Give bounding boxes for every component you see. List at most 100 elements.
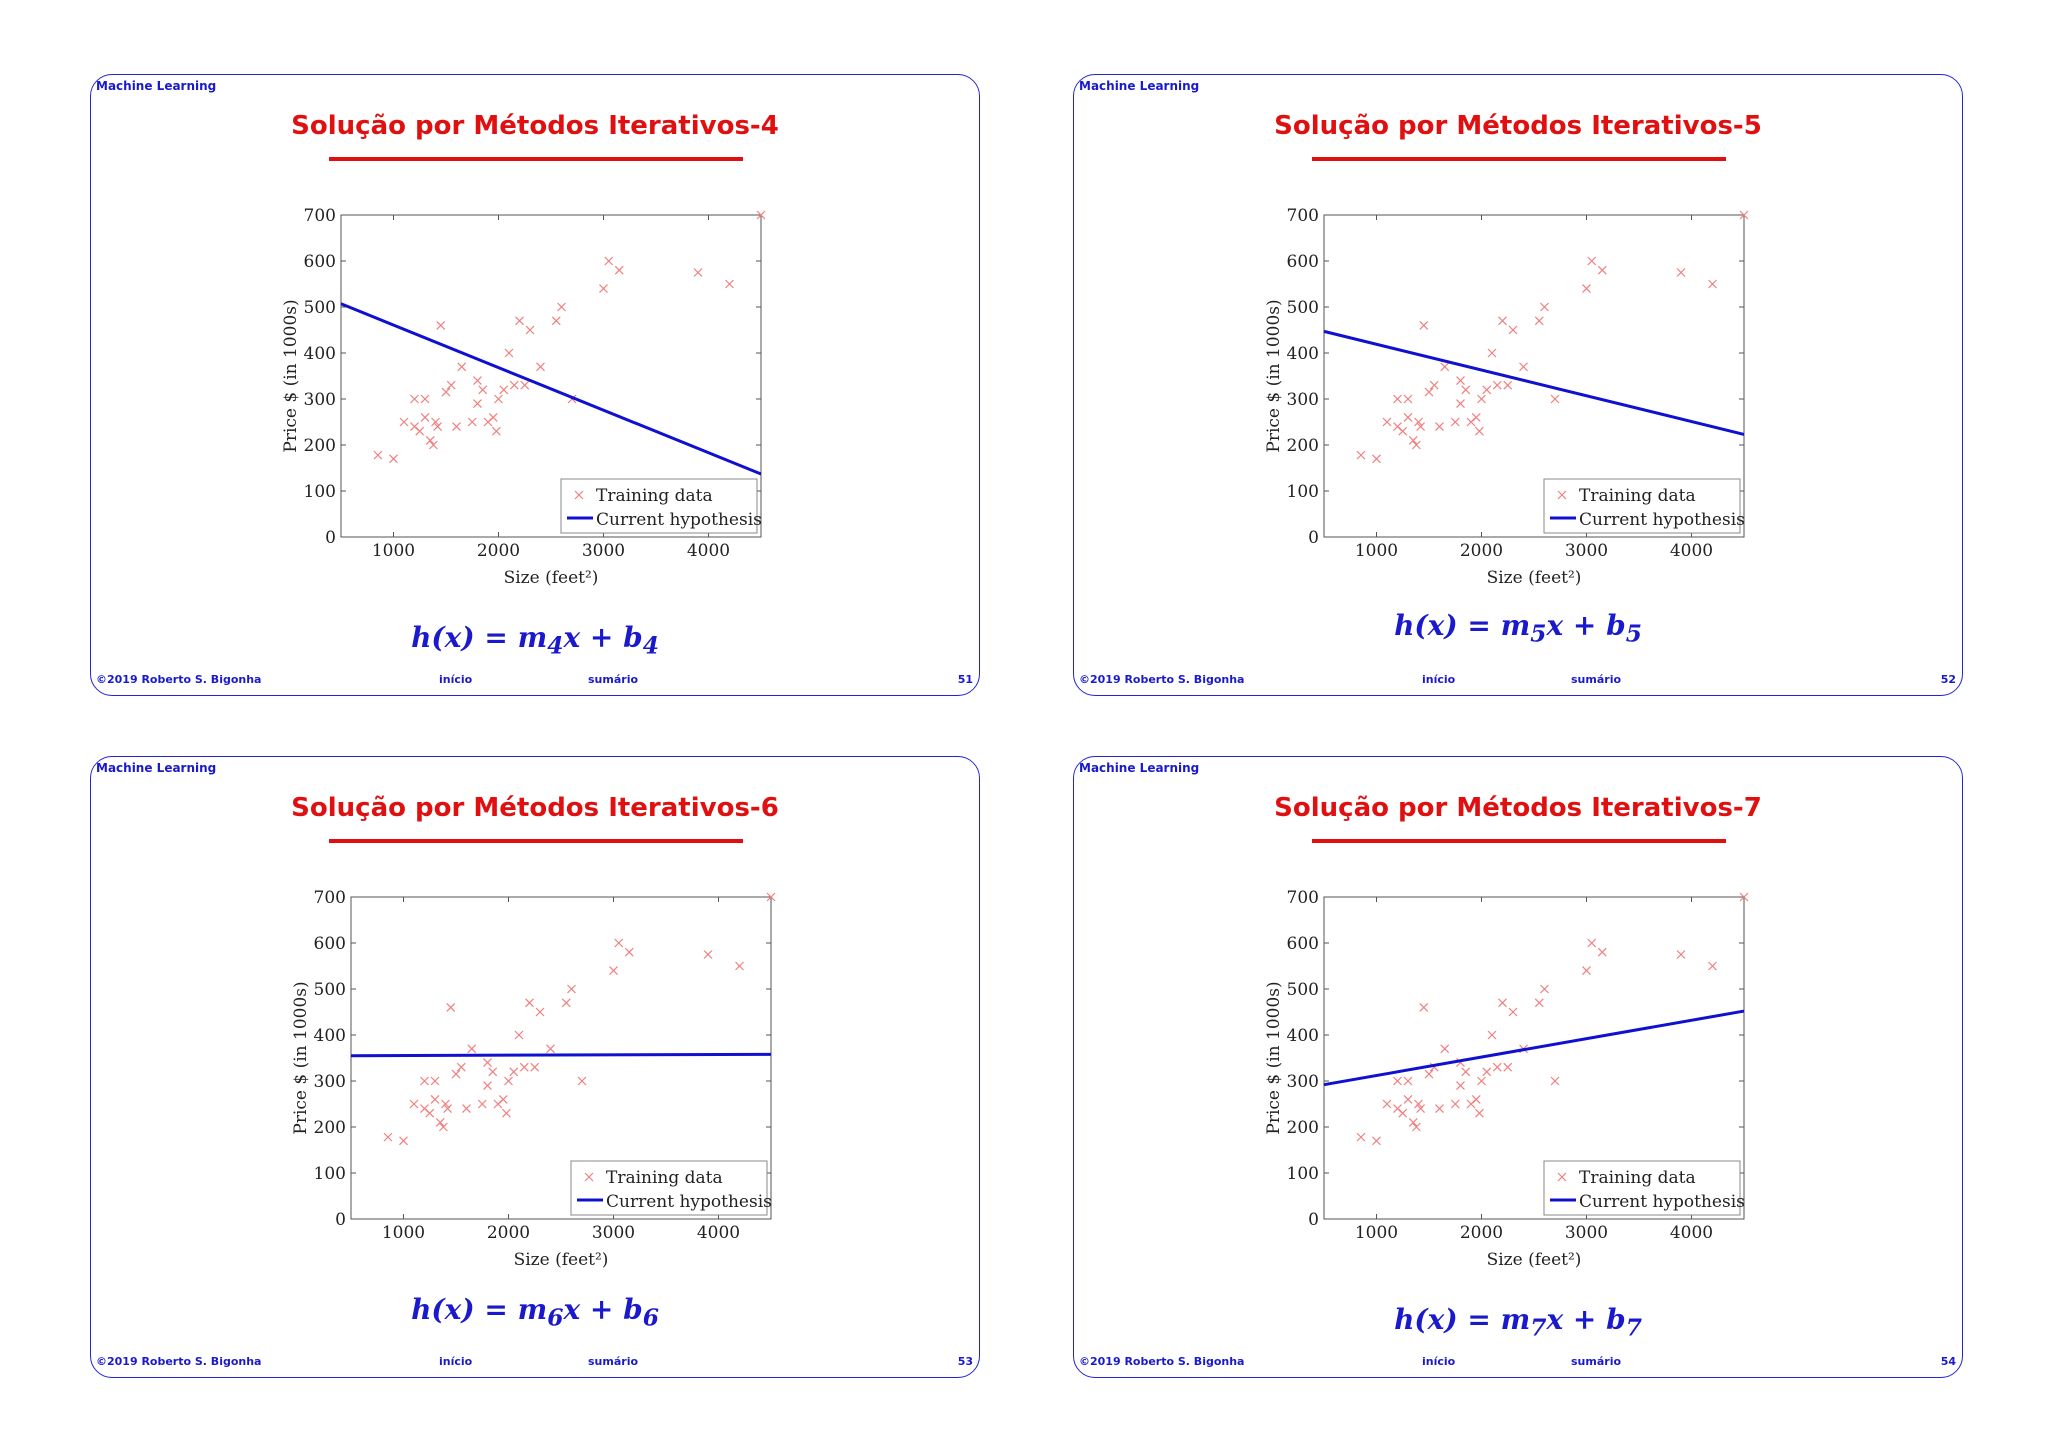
y-tick-label: 200: [314, 1118, 346, 1138]
training-data-point: [1477, 1076, 1486, 1086]
legend-box: [570, 1160, 768, 1216]
training-data-point: [1461, 1067, 1471, 1077]
training-data-point: [1540, 984, 1549, 994]
training-data-point: [501, 1108, 511, 1118]
y-tick-label: 200: [304, 436, 336, 456]
slide-header: Machine Learning: [96, 79, 217, 93]
training-data-point: [1676, 950, 1686, 959]
footer-sumario-link[interactable]: sumário: [1571, 1355, 1622, 1368]
slide-title: Solução por Métodos Iterativos-4: [291, 111, 779, 141]
hypothesis-line: [1323, 1009, 1745, 1087]
training-data-point: [1487, 1030, 1497, 1040]
formula-prefix: h(x) = m: [1394, 609, 1531, 642]
training-data-point: [1519, 362, 1528, 372]
chart: 1000 2000 3000 4000 0 100 200 300 400 500 600 700 Si…: [261, 195, 766, 609]
y-tick-label: 400: [1287, 344, 1319, 364]
training-data-point: [551, 316, 561, 326]
training-data-point: [456, 1062, 466, 1072]
hypothesis-formula: h(x) = m7x + b7: [1074, 1303, 1962, 1342]
training-data-point: [435, 1117, 445, 1127]
chart-svg: 1000 2000 3000 4000 0 100 200 300 400 500 600 700 Si…: [281, 206, 766, 588]
x-axis-label: Size (feet²): [1487, 568, 1582, 588]
training-data-point: [1534, 998, 1544, 1008]
training-data-point: [1424, 387, 1434, 397]
slide-52: Machine Learning Solução por Métodos Ite…: [1073, 74, 1963, 696]
y-axis-label: Price $ (in 1000s): [1264, 299, 1284, 452]
training-data-point: [1498, 316, 1507, 326]
training-data-point: [467, 1044, 477, 1054]
training-data-point: [420, 412, 430, 422]
formula-prefix: h(x) = m: [411, 621, 548, 654]
title-underline: [329, 839, 743, 843]
footer-inicio-link[interactable]: início: [439, 1355, 473, 1368]
training-data-point: [1440, 1044, 1450, 1054]
training-data-point: [519, 1062, 529, 1072]
y-tick-label: 0: [1308, 1210, 1319, 1230]
x-tick-label: 3000: [592, 1223, 635, 1243]
formula-b-subscript: 7: [1625, 1313, 1642, 1342]
training-data-point: [614, 938, 624, 948]
y-tick-label: 500: [314, 980, 346, 1000]
training-data-point: [1440, 362, 1450, 372]
x-tick-label: 2000: [487, 1223, 530, 1243]
hypothesis-line: [340, 302, 762, 476]
legend-label-hypothesis: Current hypothesis: [1579, 1192, 1745, 1212]
legend-box: [560, 478, 758, 534]
footer-sumario-link[interactable]: sumário: [1571, 673, 1622, 686]
training-data-point: [1482, 1067, 1492, 1077]
y-tick-label: 600: [1287, 252, 1319, 272]
footer-sumario-link[interactable]: sumário: [588, 1355, 639, 1368]
training-data-point: [389, 454, 398, 464]
formula-b-subscript: 4: [642, 631, 659, 660]
y-tick-label: 700: [314, 888, 346, 908]
training-data-point: [494, 394, 503, 404]
training-data-point: [535, 1007, 545, 1017]
training-data-point: [1382, 417, 1392, 427]
slide-title: Solução por Métodos Iterativos-7: [1274, 793, 1762, 823]
training-data-point: [1587, 938, 1597, 948]
y-tick-label: 100: [314, 1164, 346, 1184]
y-tick-label: 500: [304, 298, 336, 318]
training-data-point: [766, 892, 776, 902]
training-data-point: [604, 256, 614, 266]
footer-sumario-link[interactable]: sumário: [588, 673, 639, 686]
training-data-point: [1739, 210, 1749, 220]
training-data-point: [530, 1062, 540, 1072]
training-data-point: [420, 394, 430, 404]
training-data-point: [1508, 1007, 1518, 1017]
training-data-point: [1356, 1132, 1366, 1142]
formula-prefix: h(x) = m: [1394, 1303, 1531, 1336]
training-data-point: [1411, 440, 1421, 450]
training-data-point: [536, 362, 545, 372]
training-data-point: [1587, 256, 1597, 266]
legend-label-training: Training data: [1579, 1168, 1696, 1188]
training-data-point: [1508, 325, 1518, 335]
y-axis-label: Price $ (in 1000s): [291, 981, 311, 1134]
y-tick-label: 300: [1287, 1072, 1319, 1092]
footer-inicio-link[interactable]: início: [1422, 1355, 1456, 1368]
training-data-point: [1403, 394, 1413, 404]
y-axis-label: Price $ (in 1000s): [281, 299, 301, 452]
x-tick-label: 1000: [1355, 541, 1398, 561]
y-tick-label: 300: [1287, 390, 1319, 410]
x-tick-label: 4000: [1670, 541, 1713, 561]
legend-label-hypothesis: Current hypothesis: [596, 510, 762, 530]
formula-m-subscript: 4: [547, 631, 564, 660]
training-data-point: [1429, 380, 1439, 390]
legend-box: [1543, 1160, 1741, 1216]
training-data-point: [525, 325, 535, 335]
training-data-point: [1393, 394, 1402, 404]
chart: 1000 2000 3000 4000 0 100 200 300 400 500 600 700 Si…: [1244, 877, 1749, 1291]
chart-svg: 1000 2000 3000 4000 0 100 200 300 400 500 600 700 Si…: [291, 888, 776, 1270]
training-data-point: [1492, 380, 1502, 390]
title-underline: [1312, 157, 1726, 161]
x-axis-label: Size (feet²): [504, 568, 599, 588]
footer-inicio-link[interactable]: início: [1422, 673, 1456, 686]
hypothesis-formula: h(x) = m4x + b4: [91, 621, 979, 660]
training-data-point: [431, 417, 440, 427]
training-data-point: [609, 966, 618, 976]
training-data-point: [383, 1132, 393, 1142]
training-data-point: [473, 399, 482, 409]
footer-inicio-link[interactable]: início: [439, 673, 473, 686]
x-tick-label: 4000: [697, 1223, 740, 1243]
